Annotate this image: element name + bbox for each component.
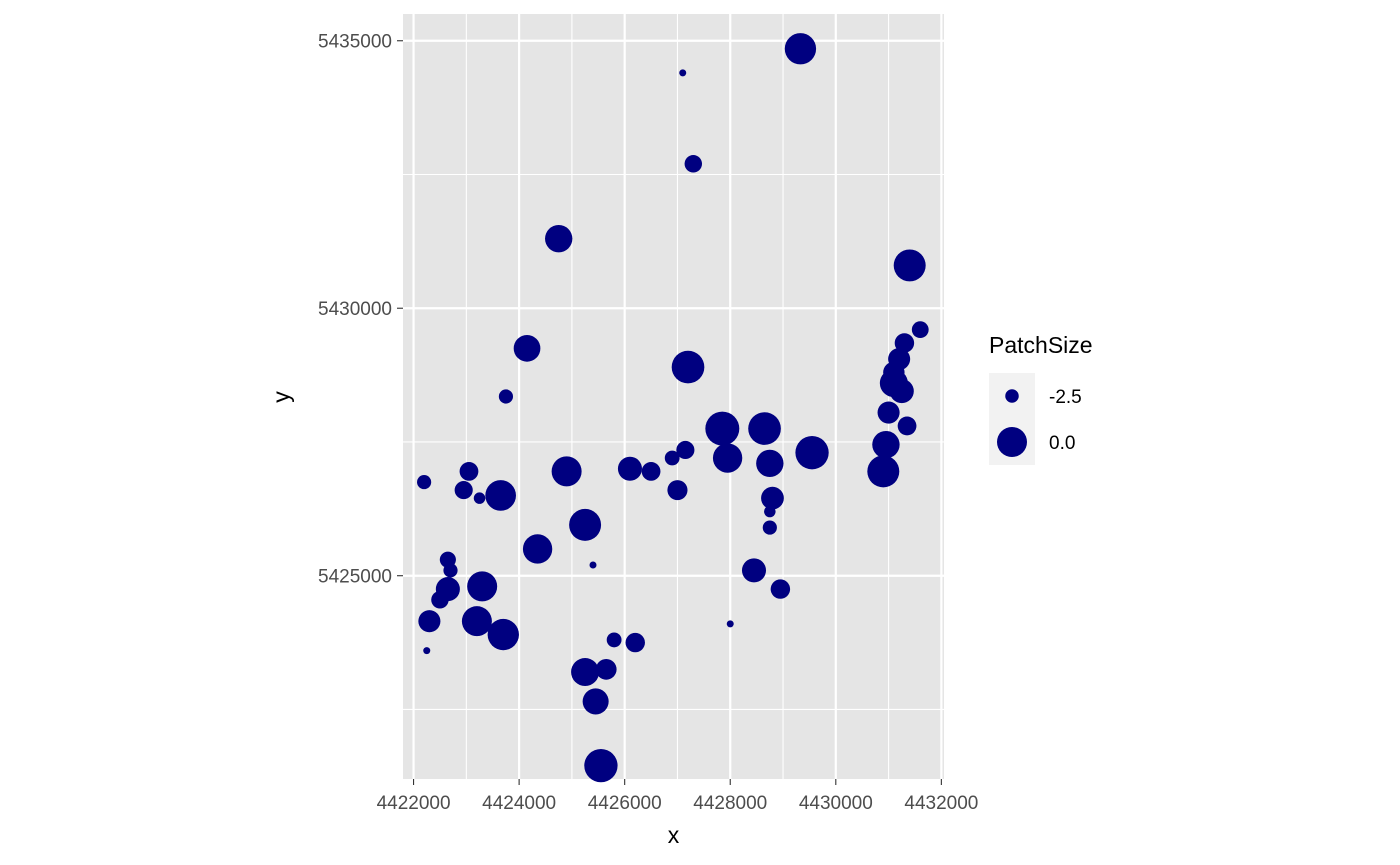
data-point xyxy=(423,647,431,655)
y-axis-title: y xyxy=(268,391,294,403)
data-point xyxy=(625,632,645,653)
data-point xyxy=(545,225,573,253)
legend: PatchSize -2.5 0.0 xyxy=(989,332,1093,465)
data-point xyxy=(897,416,917,436)
data-point xyxy=(726,620,734,628)
x-axis: 4422000 4424000 4426000 4428000 4430000 44320… xyxy=(377,779,978,814)
y-axis: 5425000 5430000 5435000 xyxy=(318,32,403,588)
data-point xyxy=(889,379,914,404)
x-tick-label: 4432000 xyxy=(904,793,978,814)
data-point xyxy=(762,520,777,535)
data-point xyxy=(595,658,617,680)
data-point xyxy=(784,33,817,65)
data-point xyxy=(461,606,492,637)
plot-panel xyxy=(403,14,944,779)
data-point xyxy=(894,333,915,353)
y-tick-label: 5435000 xyxy=(318,32,392,53)
data-points xyxy=(417,33,929,783)
legend-entries: -2.5 0.0 xyxy=(997,387,1082,457)
legend-entry-label: -2.5 xyxy=(1049,387,1082,408)
data-point xyxy=(877,401,900,424)
data-point xyxy=(584,748,618,783)
x-tick-label: 4422000 xyxy=(377,793,451,814)
legend-key-symbol xyxy=(1005,389,1019,403)
major-gridlines xyxy=(403,14,944,779)
data-point xyxy=(676,440,695,460)
data-point xyxy=(443,563,458,578)
data-point xyxy=(893,249,926,282)
data-point xyxy=(617,456,642,481)
data-point xyxy=(764,505,776,518)
data-point xyxy=(795,436,829,470)
data-point xyxy=(473,492,486,504)
data-point xyxy=(454,481,473,500)
data-point xyxy=(712,443,743,473)
x-axis-title: x xyxy=(668,822,680,848)
x-tick-label: 4426000 xyxy=(588,793,662,814)
data-point xyxy=(911,321,929,339)
data-point xyxy=(551,456,582,487)
data-point xyxy=(667,480,688,501)
data-point xyxy=(417,475,432,490)
data-point xyxy=(756,449,784,478)
data-point xyxy=(741,558,767,583)
data-point xyxy=(761,486,784,510)
data-point xyxy=(589,561,597,569)
data-point xyxy=(606,632,622,648)
data-point xyxy=(748,412,781,445)
data-point xyxy=(582,688,609,715)
x-tick-label: 4424000 xyxy=(482,793,556,814)
data-point xyxy=(431,591,449,609)
legend-entry-label: 0.0 xyxy=(1049,433,1075,454)
data-point xyxy=(641,462,661,481)
x-tick-label: 4430000 xyxy=(799,793,873,814)
legend-title: PatchSize xyxy=(989,332,1093,358)
data-point xyxy=(487,618,519,651)
x-tick-label: 4428000 xyxy=(693,793,767,814)
data-point xyxy=(418,610,441,633)
data-point xyxy=(664,450,680,466)
data-point xyxy=(684,155,703,173)
data-point xyxy=(485,480,516,511)
data-point xyxy=(679,69,687,77)
data-point xyxy=(671,350,705,384)
data-point xyxy=(522,534,553,564)
minor-gridlines xyxy=(403,14,944,779)
data-point xyxy=(571,657,600,687)
data-point xyxy=(569,508,602,541)
data-point xyxy=(459,462,479,481)
data-point xyxy=(770,579,791,599)
data-point xyxy=(498,389,514,404)
y-tick-label: 5425000 xyxy=(318,567,392,588)
data-point xyxy=(467,571,498,602)
data-point xyxy=(705,411,740,446)
legend-key-symbol xyxy=(997,427,1027,457)
data-point xyxy=(513,335,541,362)
data-point xyxy=(872,430,900,459)
y-tick-label: 5430000 xyxy=(318,299,392,320)
data-point xyxy=(867,455,900,488)
